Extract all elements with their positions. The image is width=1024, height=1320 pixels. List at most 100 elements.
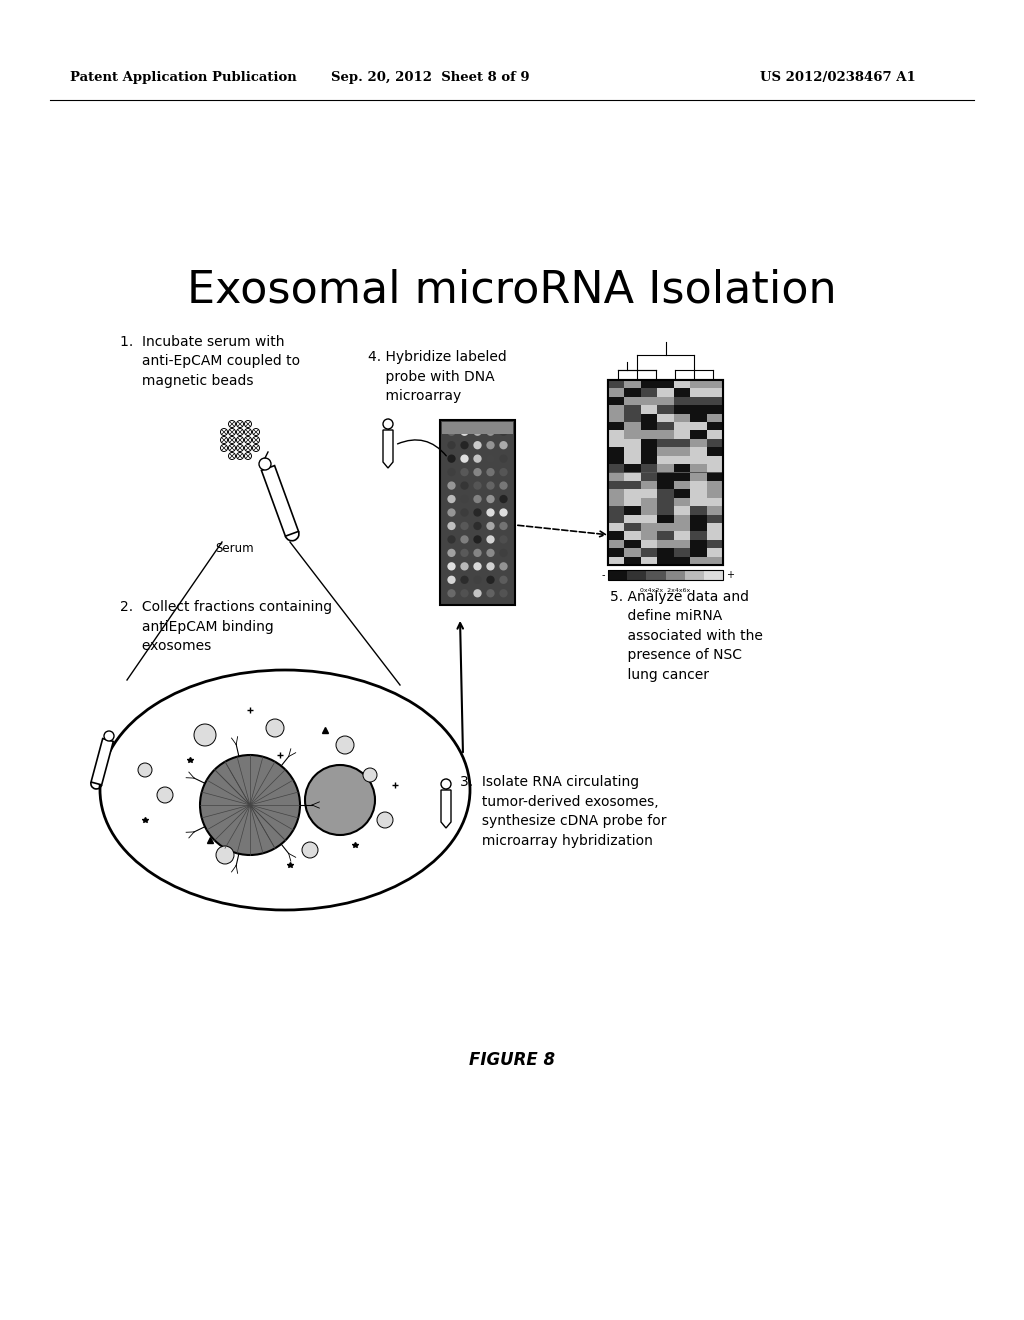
Circle shape [336, 737, 354, 754]
Circle shape [500, 589, 508, 598]
Bar [608, 430, 625, 438]
Bar [641, 422, 657, 430]
Circle shape [486, 482, 495, 490]
Text: 3.  Isolate RNA circulating
     tumor-derived exosomes,
     synthesize cDNA pr: 3. Isolate RNA circulating tumor-derived… [460, 775, 667, 847]
Bar [707, 540, 723, 548]
Circle shape [500, 469, 508, 477]
Polygon shape [261, 466, 299, 536]
Circle shape [461, 549, 469, 557]
Circle shape [245, 453, 252, 459]
Circle shape [447, 562, 456, 570]
Bar [608, 438, 625, 447]
Bar [641, 532, 657, 540]
Bar [707, 548, 723, 557]
Bar [608, 523, 625, 532]
Circle shape [253, 445, 259, 451]
Bar [608, 570, 627, 579]
Bar [608, 405, 625, 413]
Circle shape [486, 521, 495, 531]
Bar [625, 465, 641, 473]
Bar [608, 413, 625, 422]
Bar [657, 455, 674, 465]
Bar [625, 397, 641, 405]
Text: 0x4x2x  2x4x6x: 0x4x2x 2x4x6x [640, 587, 690, 593]
Bar [690, 438, 707, 447]
Bar [646, 570, 666, 579]
Bar [690, 465, 707, 473]
Bar [674, 532, 690, 540]
Bar [625, 447, 641, 455]
Bar [625, 438, 641, 447]
Bar [641, 515, 657, 523]
Circle shape [245, 421, 252, 428]
Circle shape [266, 719, 284, 737]
Bar [690, 388, 707, 397]
Circle shape [245, 437, 252, 444]
Bar [707, 413, 723, 422]
Circle shape [362, 768, 377, 781]
Bar [657, 380, 674, 388]
Bar [707, 490, 723, 498]
Circle shape [500, 576, 508, 583]
Circle shape [228, 437, 236, 444]
Bar [608, 490, 625, 498]
Circle shape [194, 723, 216, 746]
Circle shape [500, 508, 508, 516]
Circle shape [447, 589, 456, 598]
Circle shape [500, 482, 508, 490]
Circle shape [245, 429, 252, 436]
Bar [690, 506, 707, 515]
Bar [608, 498, 625, 506]
Bar [625, 430, 641, 438]
Bar [674, 388, 690, 397]
Bar [674, 455, 690, 465]
Bar [657, 498, 674, 506]
Bar [641, 523, 657, 532]
Bar [707, 473, 723, 480]
Bar [674, 557, 690, 565]
Bar [657, 532, 674, 540]
Text: 2.  Collect fractions containing
     antiEpCAM binding
     exosomes: 2. Collect fractions containing antiEpCA… [120, 601, 332, 653]
Bar [657, 438, 674, 447]
Circle shape [245, 445, 252, 451]
Polygon shape [383, 430, 393, 469]
Bar [625, 532, 641, 540]
Bar [641, 380, 657, 388]
Bar [657, 523, 674, 532]
Circle shape [473, 441, 481, 449]
Bar [690, 422, 707, 430]
Bar [707, 430, 723, 438]
Bar [674, 380, 690, 388]
Circle shape [486, 428, 495, 436]
Circle shape [447, 495, 456, 503]
Circle shape [447, 482, 456, 490]
Bar [690, 447, 707, 455]
Circle shape [237, 445, 244, 451]
Text: Patent Application Publication: Patent Application Publication [70, 71, 297, 84]
Bar [707, 422, 723, 430]
Bar [608, 397, 625, 405]
Circle shape [461, 495, 469, 503]
Bar [641, 430, 657, 438]
Bar [707, 447, 723, 455]
Circle shape [461, 589, 469, 598]
Bar [657, 473, 674, 480]
Bar [707, 506, 723, 515]
Circle shape [228, 421, 236, 428]
Bar [608, 515, 625, 523]
Bar [608, 465, 625, 473]
Text: +: + [726, 570, 734, 579]
Circle shape [237, 429, 244, 436]
Circle shape [473, 536, 481, 544]
Text: Exosomal microRNA Isolation: Exosomal microRNA Isolation [187, 268, 837, 312]
Circle shape [473, 521, 481, 531]
Bar [608, 473, 625, 480]
Bar [690, 430, 707, 438]
Bar [641, 438, 657, 447]
Bar [674, 540, 690, 548]
Bar [625, 515, 641, 523]
Bar [608, 548, 625, 557]
Circle shape [228, 453, 236, 459]
Bar [657, 490, 674, 498]
Bar [707, 523, 723, 532]
